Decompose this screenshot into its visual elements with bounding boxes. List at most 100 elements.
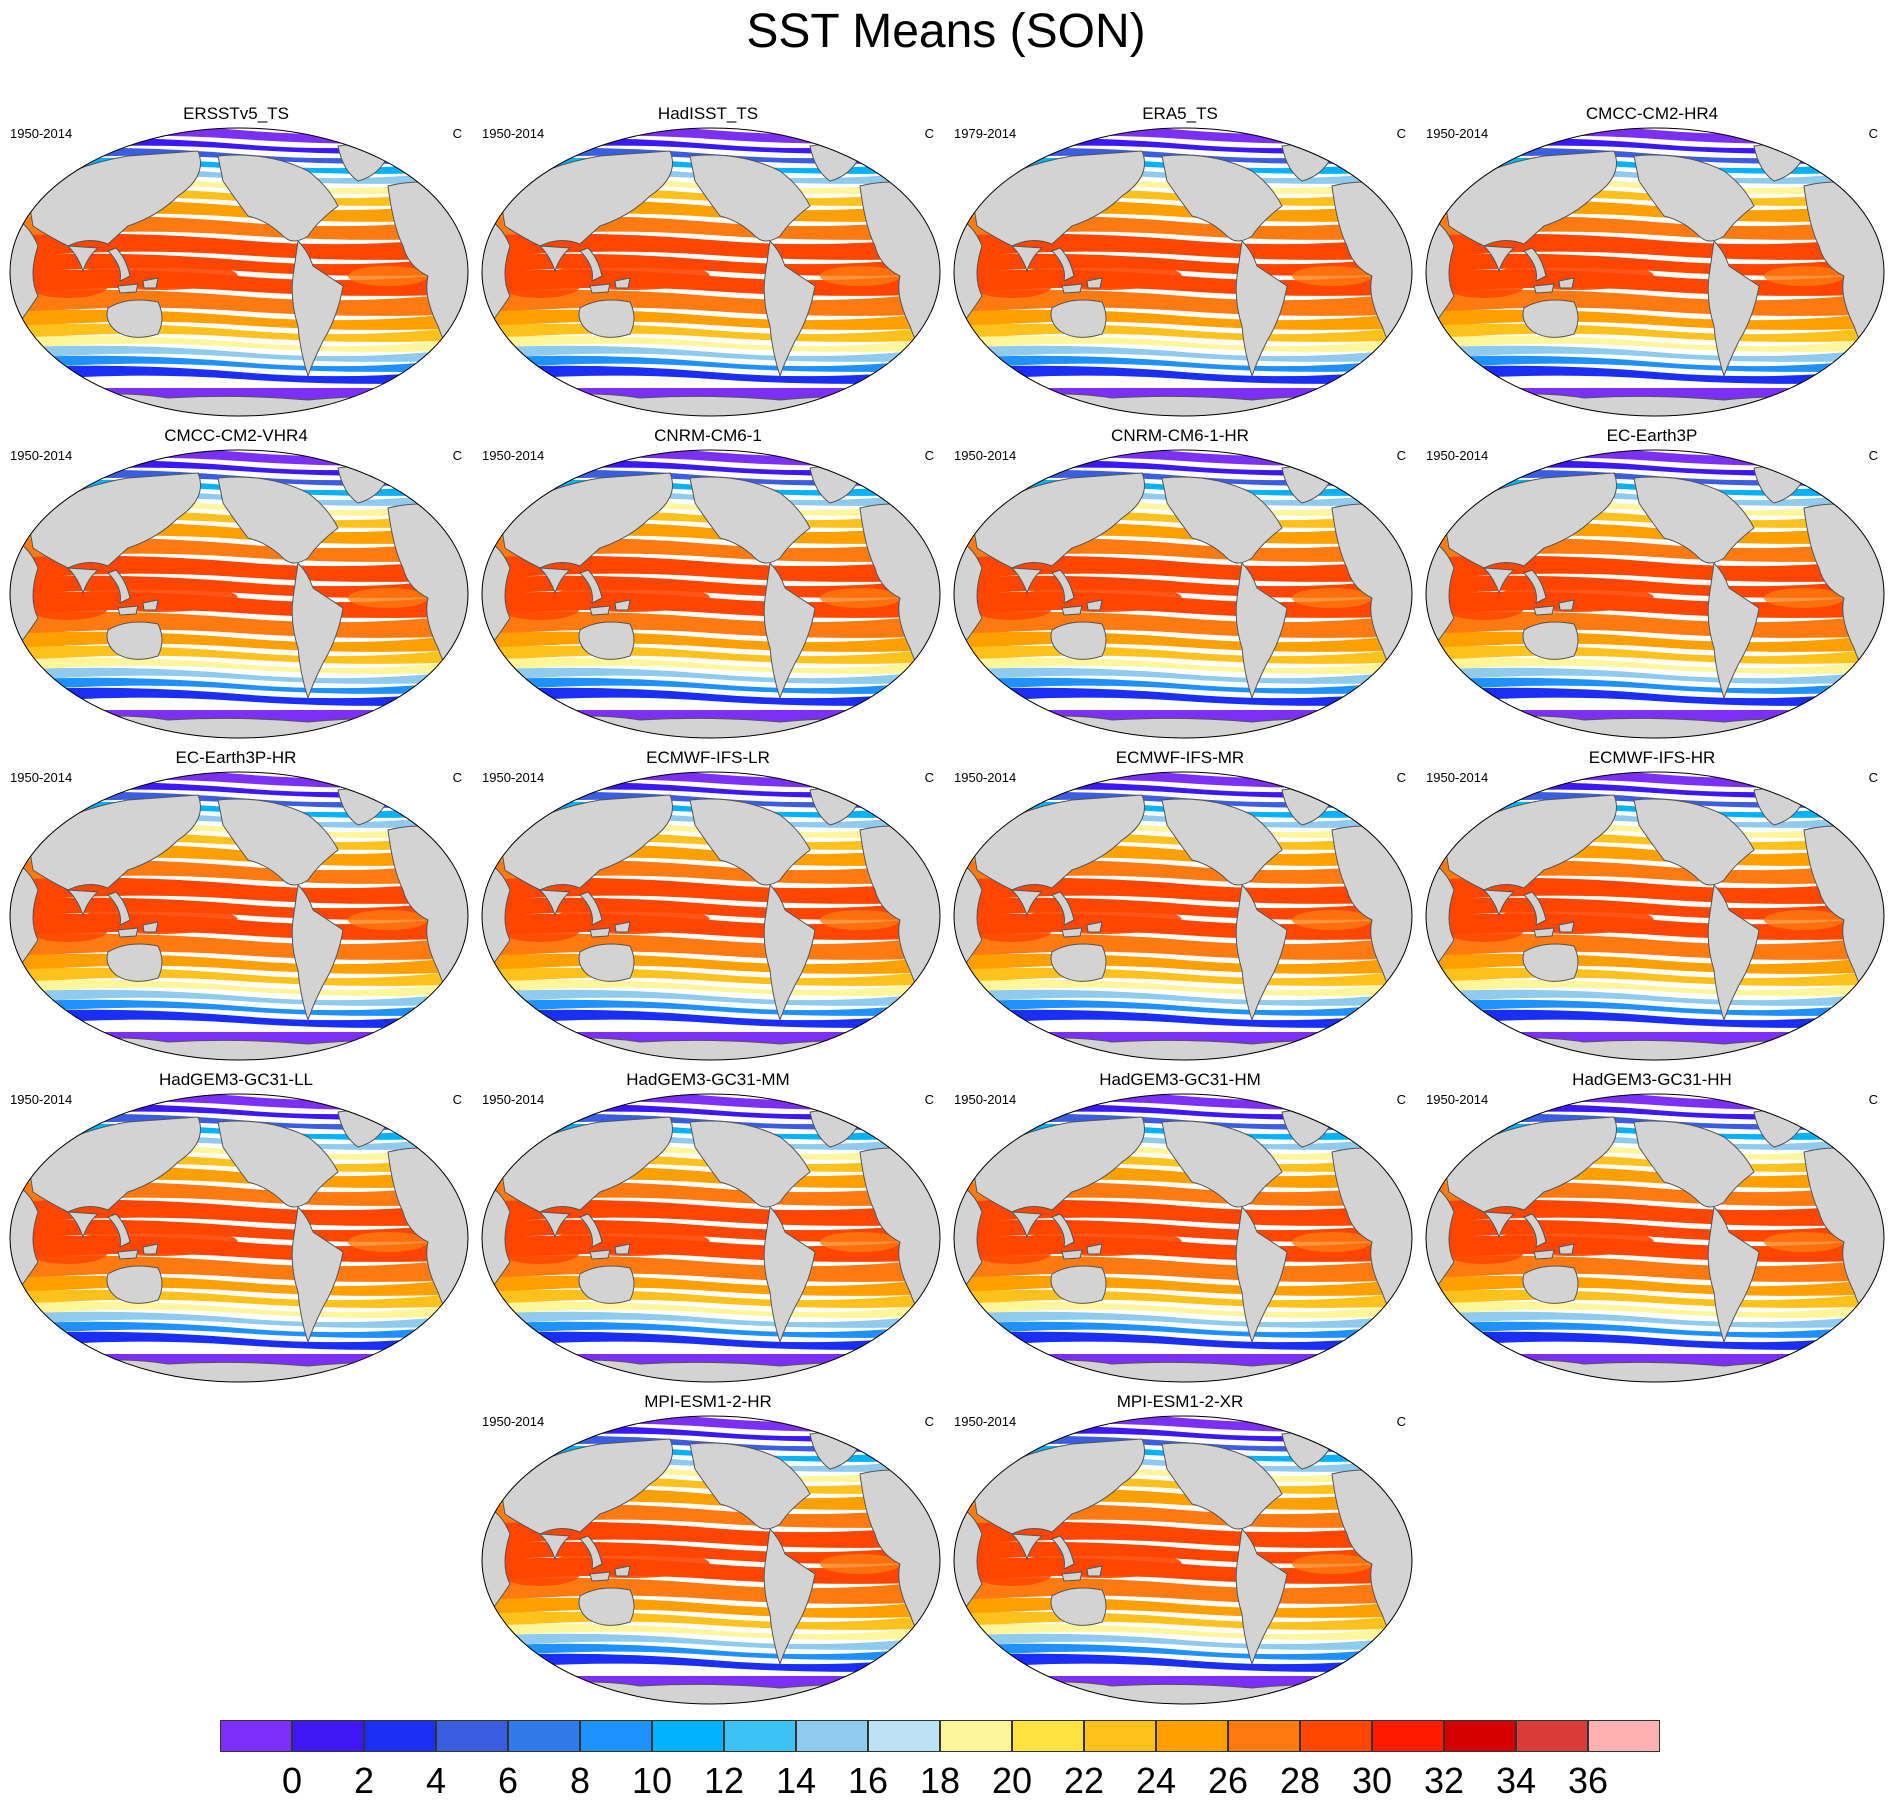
colorbar-tick-label: 12 [703, 1760, 745, 1801]
colorbar-swatch [1372, 1720, 1444, 1752]
panel-years: 1950-2014 [954, 1414, 1017, 1429]
panel-years: 1950-2014 [482, 1414, 545, 1429]
map-panel: EC-Earth3P 1950-2014 C [1416, 426, 1888, 746]
panel-units: C [452, 770, 462, 785]
map-panel: HadISST_TS 1950-2014 C [472, 104, 944, 424]
world-map [952, 1414, 1414, 1706]
colorbar-tick-label: 20 [991, 1760, 1033, 1801]
colorbar-swatch [436, 1720, 508, 1752]
map-panel: HadGEM3-GC31-LL 1950-2014 C [0, 1070, 472, 1390]
panel-units: C [1868, 126, 1878, 141]
map-panel: HadGEM3-GC31-HH 1950-2014 C [1416, 1070, 1888, 1390]
panel-title: MPI-ESM1-2-HR [644, 1392, 772, 1411]
map-panel: HadGEM3-GC31-MM 1950-2014 C [472, 1070, 944, 1390]
panel-units: C [924, 1092, 934, 1107]
colorbar-swatch [1444, 1720, 1516, 1752]
panel-units: C [1396, 770, 1406, 785]
panel-years: 1950-2014 [954, 1092, 1017, 1107]
world-map [952, 1092, 1414, 1384]
colorbar-swatch [1084, 1720, 1156, 1752]
world-map [480, 1414, 942, 1706]
map-panel: CNRM-CM6-1 1950-2014 C [472, 426, 944, 746]
world-map [1424, 770, 1886, 1062]
panel-title: HadGEM3-GC31-HH [1572, 1070, 1732, 1089]
colorbar-swatch [1588, 1720, 1660, 1752]
panel-years: 1950-2014 [1426, 1092, 1489, 1107]
colorbar-tick-label: 2 [353, 1760, 375, 1801]
world-map [952, 770, 1414, 1062]
colorbar-swatch [652, 1720, 724, 1752]
colorbar-swatch [796, 1720, 868, 1752]
figure-title: SST Means (SON) [746, 5, 1146, 58]
colorbar-swatch [1516, 1720, 1588, 1752]
panel-years: 1950-2014 [10, 126, 73, 141]
panel-units: C [924, 1414, 934, 1429]
panel-units: C [1396, 1092, 1406, 1107]
colorbar-tick-label: 10 [631, 1760, 673, 1801]
panel-title: ERA5_TS [1142, 104, 1218, 123]
panel-years: 1950-2014 [1426, 770, 1489, 785]
colorbar-swatch [220, 1720, 292, 1752]
colorbar-swatch [724, 1720, 796, 1752]
panel-title: ECMWF-IFS-MR [1115, 748, 1245, 767]
panel-units: C [452, 126, 462, 141]
panel-years: 1950-2014 [954, 448, 1017, 463]
panel-years: 1950-2014 [1426, 448, 1489, 463]
colorbar-tick-label: 14 [775, 1760, 817, 1801]
colorbar-tick-label: 32 [1423, 1760, 1465, 1801]
panel-title: HadISST_TS [657, 104, 759, 123]
panel-title: HadGEM3-GC31-MM [626, 1070, 790, 1089]
colorbar-tick-label: 16 [847, 1760, 889, 1801]
colorbar-tick-label: 8 [569, 1760, 591, 1801]
world-map [952, 448, 1414, 740]
panel-years: 1950-2014 [482, 126, 545, 141]
panel-units: C [452, 1092, 462, 1107]
panel-units: C [924, 448, 934, 463]
panel-years: 1950-2014 [10, 770, 73, 785]
panel-title: ECMWF-IFS-HR [1588, 748, 1716, 767]
colorbar-tick-label: 28 [1279, 1760, 1321, 1801]
panel-years: 1950-2014 [482, 448, 545, 463]
map-panel: CNRM-CM6-1-HR 1950-2014 C [944, 426, 1416, 746]
panel-units: C [924, 770, 934, 785]
world-map [8, 126, 470, 418]
colorbar-tick-label: 18 [919, 1760, 961, 1801]
world-map [952, 126, 1414, 418]
panel-years: 1979-2014 [954, 126, 1017, 141]
colorbar-tick-label: 6 [497, 1760, 519, 1801]
panel-title: HadGEM3-GC31-LL [158, 1070, 313, 1089]
panel-title: MPI-ESM1-2-XR [1116, 1392, 1244, 1411]
map-panel: MPI-ESM1-2-HR 1950-2014 C [472, 1392, 944, 1712]
world-map [480, 1092, 942, 1384]
colorbar-swatch [508, 1720, 580, 1752]
world-map [8, 1092, 470, 1384]
map-panel: ECMWF-IFS-MR 1950-2014 C [944, 748, 1416, 1068]
panel-units: C [452, 448, 462, 463]
panel-years: 1950-2014 [482, 1092, 545, 1107]
colorbar-tick-label: 30 [1351, 1760, 1393, 1801]
colorbar-swatch [1012, 1720, 1084, 1752]
panel-years: 1950-2014 [1426, 126, 1489, 141]
panel-title: CNRM-CM6-1-HR [1111, 426, 1249, 445]
map-panel: ECMWF-IFS-HR 1950-2014 C [1416, 748, 1888, 1068]
panel-units: C [1396, 1414, 1406, 1429]
colorbar-swatch [1228, 1720, 1300, 1752]
panel-title: ERSSTv5_TS [183, 104, 289, 123]
panel-years: 1950-2014 [10, 1092, 73, 1107]
panel-units: C [924, 126, 934, 141]
colorbar-tick-label: 34 [1495, 1760, 1537, 1801]
world-map [480, 126, 942, 418]
map-panel: MPI-ESM1-2-XR 1950-2014 C [944, 1392, 1416, 1712]
panel-title: HadGEM3-GC31-HM [1099, 1070, 1261, 1089]
colorbar-tick-label: 26 [1207, 1760, 1249, 1801]
world-map [480, 448, 942, 740]
panel-units: C [1396, 126, 1406, 141]
colorbar-swatch [292, 1720, 364, 1752]
panel-title: EC-Earth3P-HR [175, 748, 297, 767]
colorbar-tick-label: 36 [1567, 1760, 1609, 1801]
colorbar-swatch [868, 1720, 940, 1752]
colorbar-swatch [940, 1720, 1012, 1752]
panel-title: CMCC-CM2-VHR4 [164, 426, 308, 445]
world-map [8, 770, 470, 1062]
map-panel: HadGEM3-GC31-HM 1950-2014 C [944, 1070, 1416, 1390]
